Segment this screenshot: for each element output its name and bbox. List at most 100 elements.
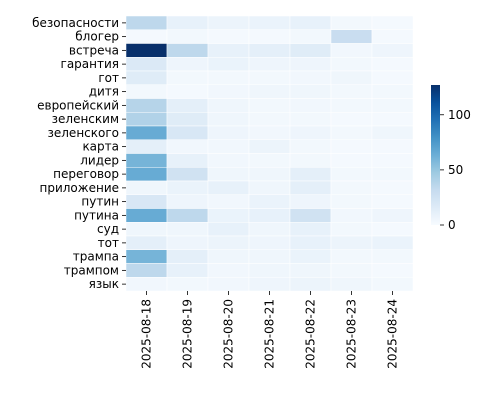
colorbar-tick-label: 50	[448, 163, 463, 177]
heatmap-cell	[330, 139, 373, 154]
heatmap-cell	[289, 112, 332, 127]
heatmap-cell	[166, 15, 209, 30]
heatmap-cell	[289, 167, 332, 182]
heatmap-cell	[330, 249, 373, 264]
colorbar-bar	[431, 85, 440, 225]
heatmap-cell	[330, 167, 373, 182]
y-tick-label: карта	[82, 140, 119, 154]
heatmap-cell	[125, 208, 168, 223]
heatmap-cell	[330, 153, 373, 168]
heatmap-cell	[207, 167, 250, 182]
heatmap-cell	[166, 222, 209, 237]
heatmap-cell	[248, 84, 291, 99]
heatmap-cell	[125, 277, 168, 292]
heatmap-cell	[207, 235, 250, 250]
heatmap-cell	[207, 277, 250, 292]
x-tick-label: 2025-08-21	[263, 299, 277, 369]
colorbar-tick-label: 0	[448, 218, 456, 232]
heatmap-cell	[166, 125, 209, 140]
heatmap-cell	[371, 57, 414, 72]
heatmap-cell	[289, 139, 332, 154]
heatmap-cell	[371, 208, 414, 223]
y-tick-label: путина	[74, 208, 119, 222]
y-tick-label: трампом	[64, 263, 119, 277]
heatmap-cell	[289, 194, 332, 209]
heatmap-cell	[330, 57, 373, 72]
heatmap-cell	[289, 180, 332, 195]
heatmap-cell	[166, 57, 209, 72]
y-tick-label: лидер	[80, 153, 119, 167]
heatmap-cell	[371, 180, 414, 195]
heatmap-cell	[248, 43, 291, 58]
heatmap-cell	[248, 57, 291, 72]
heatmap-cell	[207, 112, 250, 127]
heatmap-cell	[248, 277, 291, 292]
x-tick-label: 2025-08-18	[140, 299, 154, 369]
heatmap-cell	[371, 125, 414, 140]
heatmap-cell	[207, 139, 250, 154]
heatmap-cell	[125, 263, 168, 278]
heatmap-cell	[371, 139, 414, 154]
heatmap-cell	[125, 222, 168, 237]
heatmap-cell	[125, 29, 168, 44]
heatmap-cell	[330, 180, 373, 195]
heatmap-cell	[166, 180, 209, 195]
heatmap-cell	[166, 167, 209, 182]
heatmap-cell	[125, 98, 168, 113]
heatmap-cell	[125, 84, 168, 99]
heatmap-cell	[289, 249, 332, 264]
heatmap-cell	[248, 222, 291, 237]
heatmap-cell	[248, 263, 291, 278]
y-tick-label: встреча	[69, 43, 119, 57]
heatmap-cell	[371, 15, 414, 30]
heatmap-cell	[248, 249, 291, 264]
heatmap-cell	[289, 277, 332, 292]
heatmap-cell	[166, 84, 209, 99]
heatmap-cell	[248, 29, 291, 44]
heatmap-cell	[166, 194, 209, 209]
heatmap-cell	[330, 125, 373, 140]
y-tick-label: суд	[97, 222, 119, 236]
heatmap-cell	[166, 43, 209, 58]
heatmap-cell	[330, 43, 373, 58]
heatmap-cell	[207, 222, 250, 237]
heatmap-cell	[207, 29, 250, 44]
heatmap-cell	[330, 84, 373, 99]
heatmap-cell	[166, 249, 209, 264]
heatmap-cell	[248, 153, 291, 168]
heatmap-cell	[371, 277, 414, 292]
x-tick-label: 2025-08-19	[181, 299, 195, 369]
heatmap-cell	[371, 249, 414, 264]
heatmap-cell	[330, 98, 373, 113]
heatmap-cell	[289, 235, 332, 250]
heatmap-cell	[248, 70, 291, 85]
heatmap-cell	[125, 57, 168, 72]
heatmap-cell	[125, 15, 168, 30]
heatmap-cell	[371, 167, 414, 182]
heatmap-cell	[289, 29, 332, 44]
y-tick-label: приложение	[40, 181, 120, 195]
y-tick-label: путин	[81, 195, 119, 209]
heatmap-cell	[125, 139, 168, 154]
x-tick-label: 2025-08-23	[345, 299, 359, 369]
heatmap-cell	[125, 194, 168, 209]
heatmap-cell	[125, 125, 168, 140]
y-tick-label: дитя	[89, 85, 119, 99]
heatmap-cell	[207, 194, 250, 209]
heatmap-cell	[166, 208, 209, 223]
heatmap-cell	[166, 70, 209, 85]
heatmap-cell	[289, 15, 332, 30]
heatmap-cell	[125, 112, 168, 127]
heatmap-cell	[125, 249, 168, 264]
heatmap-cell	[289, 125, 332, 140]
heatmap-cell	[371, 263, 414, 278]
y-tick-label: блогер	[75, 30, 119, 44]
heatmap-cell	[125, 235, 168, 250]
heatmap-cell	[125, 70, 168, 85]
heatmap-cell	[371, 70, 414, 85]
heatmap-cell	[248, 235, 291, 250]
x-tick-label: 2025-08-22	[304, 299, 318, 369]
heatmap-cell	[330, 112, 373, 127]
heatmap-cell	[125, 43, 168, 58]
